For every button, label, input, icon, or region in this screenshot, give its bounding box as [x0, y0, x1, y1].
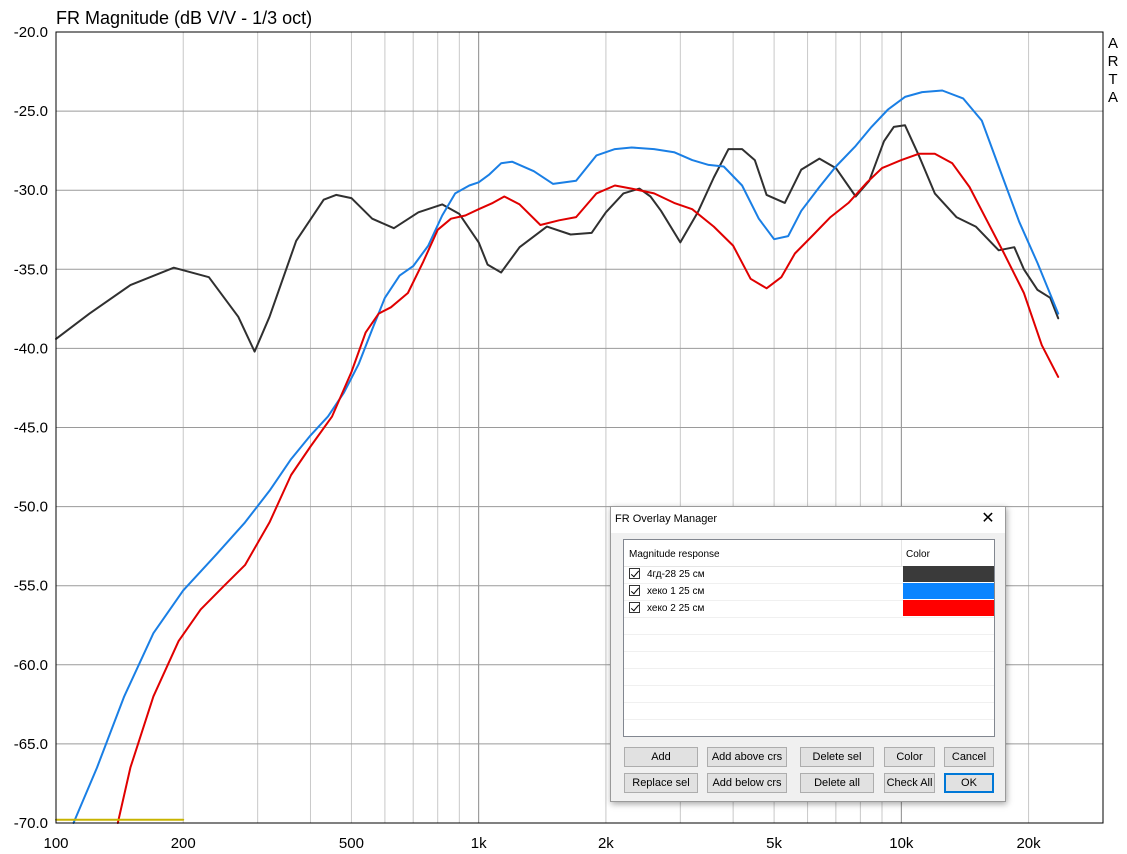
- x-tick-label: 10k: [889, 835, 914, 852]
- y-tick-label: -65.0: [14, 736, 48, 753]
- list-item[interactable]: хеко 2 25 см: [624, 600, 994, 618]
- empty-row: [624, 668, 994, 686]
- close-icon[interactable]: ✕: [981, 510, 995, 527]
- arta-letter: R: [1108, 53, 1119, 70]
- empty-row: [624, 719, 994, 736]
- dialog-title: FR Overlay Manager: [615, 513, 718, 525]
- y-tick-label: -35.0: [14, 261, 48, 278]
- y-tick-label: -25.0: [14, 103, 48, 120]
- y-tick-label: -45.0: [14, 420, 48, 437]
- arta-letter: A: [1108, 35, 1118, 52]
- y-tick-label: -40.0: [14, 340, 48, 357]
- color-swatch[interactable]: [903, 600, 994, 616]
- dialog-titlebar: FR Overlay Manager ✕: [611, 507, 1005, 533]
- series-line: [55, 124, 1060, 353]
- y-axis-labels: -20.0 -25.0 -30.0 -35.0 -40.0 -45.0 -50.0 -55.0…: [14, 24, 48, 832]
- checkbox[interactable]: [629, 568, 640, 579]
- empty-row: [624, 702, 994, 720]
- y-tick-label: -55.0: [14, 578, 48, 595]
- color-button[interactable]: Color: [884, 747, 935, 767]
- y-tick-label: -20.0: [14, 24, 48, 41]
- column-header-color[interactable]: Color: [906, 549, 930, 560]
- list-item-label: хеко 1 25 см: [647, 586, 705, 597]
- x-tick-label: 20k: [1016, 835, 1041, 852]
- y-tick-label: -30.0: [14, 182, 48, 199]
- x-tick-label: 1k: [471, 835, 487, 852]
- chart-title: FR Magnitude (dB V/V - 1/3 oct): [56, 8, 312, 28]
- add-above-crs-button[interactable]: Add above crs: [707, 747, 787, 767]
- x-tick-label: 100: [43, 835, 68, 852]
- delete-sel-button[interactable]: Delete sel: [800, 747, 874, 767]
- empty-row: [624, 617, 994, 635]
- series-line: [116, 152, 1060, 824]
- checkbox[interactable]: [629, 585, 640, 596]
- series-line: [72, 89, 1060, 824]
- color-swatch[interactable]: [903, 566, 994, 582]
- add-below-crs-button[interactable]: Add below crs: [707, 773, 787, 793]
- ok-button[interactable]: OK: [944, 773, 994, 793]
- list-header: Magnitude response Color: [624, 540, 994, 567]
- plot-frame: [55, 31, 1104, 824]
- y-tick-label: -50.0: [14, 499, 48, 516]
- x-tick-label: 5k: [766, 835, 782, 852]
- delete-all-button[interactable]: Delete all: [800, 773, 874, 793]
- x-tick-label: 200: [171, 835, 196, 852]
- cancel-button[interactable]: Cancel: [944, 747, 994, 767]
- x-axis-labels: 100 200 500 1k 2k 5k 10k 20k: [43, 835, 1041, 852]
- fr-overlay-manager-dialog: FR Overlay Manager ✕ Magnitude response …: [610, 506, 1006, 802]
- empty-row: [624, 685, 994, 703]
- overlay-list: Magnitude response Color 4гд-28 25 см хе…: [623, 539, 995, 737]
- replace-sel-button[interactable]: Replace sel: [624, 773, 698, 793]
- x-tick-label: 2k: [598, 835, 614, 852]
- empty-row: [624, 634, 994, 652]
- chart-series: [55, 89, 1060, 824]
- check-all-button[interactable]: Check All: [884, 773, 935, 793]
- list-item[interactable]: хеко 1 25 см: [624, 583, 994, 601]
- column-separator: [901, 540, 902, 566]
- arta-letter: T: [1108, 71, 1117, 88]
- empty-row: [624, 651, 994, 669]
- y-tick-label: -70.0: [14, 815, 48, 832]
- list-item-label: 4гд-28 25 см: [647, 569, 705, 580]
- list-item-label: хеко 2 25 см: [647, 603, 705, 614]
- arta-letter: A: [1108, 89, 1118, 106]
- color-swatch[interactable]: [903, 583, 994, 599]
- add-button[interactable]: Add: [624, 747, 698, 767]
- list-item[interactable]: 4гд-28 25 см: [624, 566, 994, 584]
- checkbox[interactable]: [629, 602, 640, 613]
- y-tick-label: -60.0: [14, 657, 48, 674]
- x-tick-label: 500: [339, 835, 364, 852]
- column-header-magnitude-response[interactable]: Magnitude response: [629, 549, 720, 560]
